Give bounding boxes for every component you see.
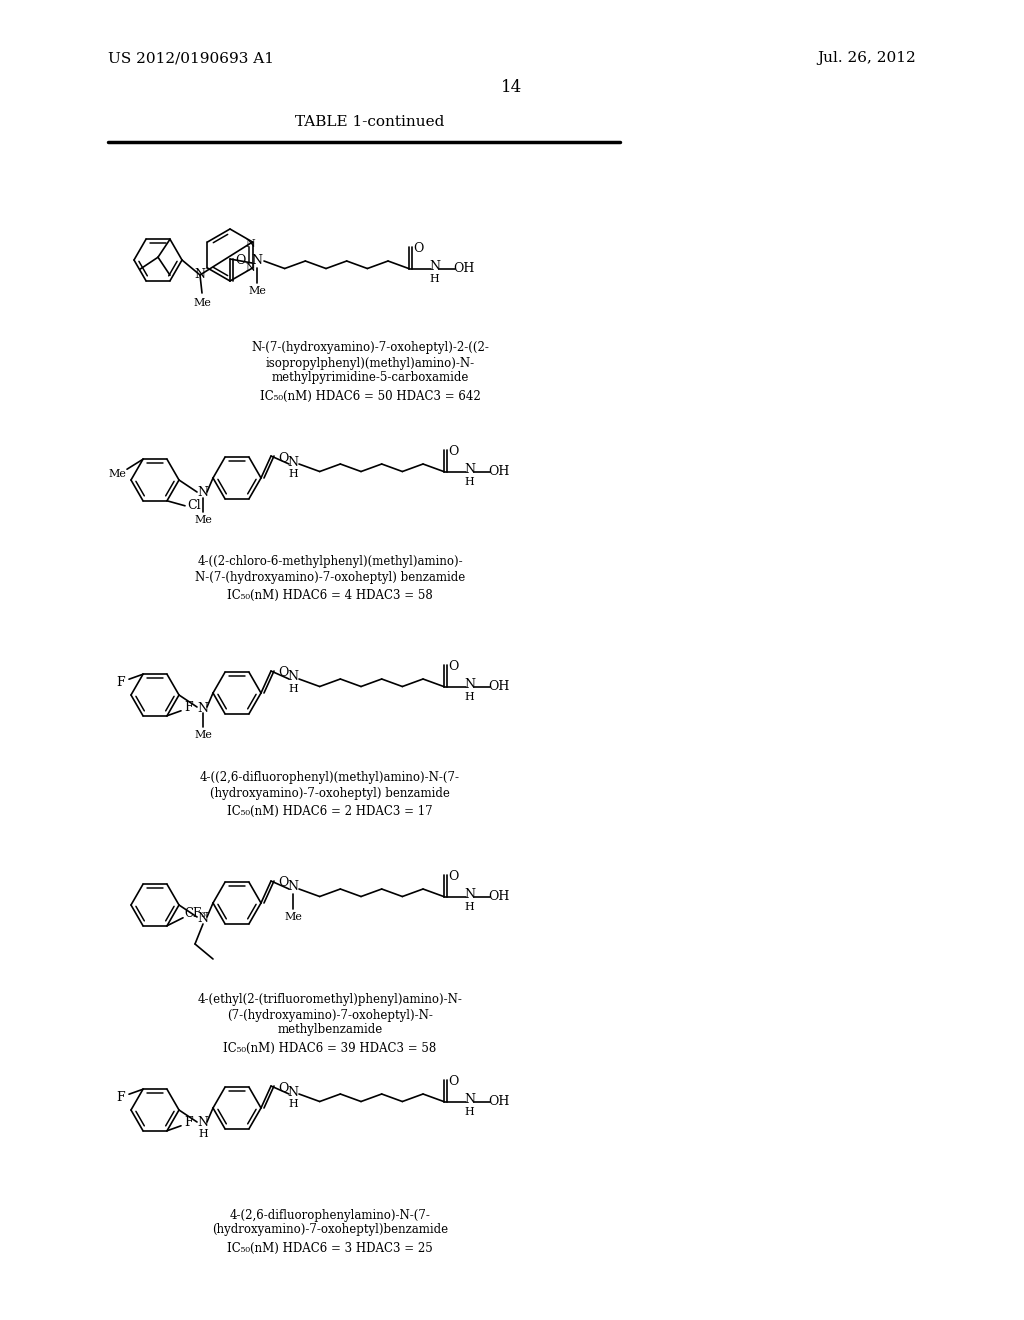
Text: O: O [449,660,459,673]
Text: N: N [252,255,262,268]
Text: O: O [234,255,245,268]
Text: Cl: Cl [187,499,201,512]
Text: N: N [198,1117,209,1130]
Text: (hydroxyamino)-7-oxoheptyl) benzamide: (hydroxyamino)-7-oxoheptyl) benzamide [210,787,450,800]
Text: N: N [198,701,209,714]
Text: 4-((2-chloro-6-methylphenyl)(methyl)amino)-: 4-((2-chloro-6-methylphenyl)(methyl)amin… [198,556,463,569]
Text: F: F [184,1117,194,1130]
Text: IC₅₀(nM) HDAC6 = 2 HDAC3 = 17: IC₅₀(nM) HDAC6 = 2 HDAC3 = 17 [227,804,433,817]
Text: OH: OH [488,1096,509,1107]
Text: N: N [198,487,209,499]
Text: Jul. 26, 2012: Jul. 26, 2012 [817,51,916,65]
Text: H: H [198,1129,208,1139]
Text: N: N [246,239,255,249]
Text: Me: Me [109,469,126,479]
Text: N: N [288,1085,299,1098]
Text: OH: OH [488,680,509,693]
Text: F: F [117,1090,125,1104]
Text: 4-((2,6-difluorophenyl)(methyl)amino)-N-(7-: 4-((2,6-difluorophenyl)(methyl)amino)-N-… [200,771,460,784]
Text: O: O [278,451,288,465]
Text: H: H [465,902,474,912]
Text: N-(7-(hydroxyamino)-7-oxoheptyl)-2-((2-: N-(7-(hydroxyamino)-7-oxoheptyl)-2-((2- [251,342,488,355]
Text: N: N [464,678,475,692]
Text: US 2012/0190693 A1: US 2012/0190693 A1 [108,51,274,65]
Text: N: N [198,912,209,924]
Text: IC₅₀(nM) HDAC6 = 4 HDAC3 = 58: IC₅₀(nM) HDAC6 = 4 HDAC3 = 58 [227,589,433,602]
Text: N: N [288,880,299,894]
Text: N: N [464,463,475,477]
Text: N: N [195,268,206,281]
Text: Me: Me [195,515,212,525]
Text: H: H [288,469,298,479]
Text: (hydroxyamino)-7-oxoheptyl)benzamide: (hydroxyamino)-7-oxoheptyl)benzamide [212,1224,449,1237]
Text: O: O [449,870,459,883]
Text: methylpyrimidine-5-carboxamide: methylpyrimidine-5-carboxamide [271,371,469,384]
Text: O: O [278,667,288,680]
Text: N: N [429,260,440,273]
Text: N: N [246,263,255,273]
Text: isopropylphenyl)(methyl)amino)-N-: isopropylphenyl)(methyl)amino)-N- [265,356,474,370]
Text: 14: 14 [502,79,522,96]
Text: H: H [288,684,298,694]
Text: N: N [464,888,475,902]
Text: methylbenzamide: methylbenzamide [278,1023,383,1036]
Text: TABLE 1-continued: TABLE 1-continued [295,115,444,129]
Text: N-(7-(hydroxyamino)-7-oxoheptyl) benzamide: N-(7-(hydroxyamino)-7-oxoheptyl) benzami… [195,570,465,583]
Text: Me: Me [194,298,211,308]
Text: Me: Me [248,286,266,296]
Text: IC₅₀(nM) HDAC6 = 3 HDAC3 = 25: IC₅₀(nM) HDAC6 = 3 HDAC3 = 25 [227,1242,433,1254]
Text: (7-(hydroxyamino)-7-oxoheptyl)-N-: (7-(hydroxyamino)-7-oxoheptyl)-N- [227,1008,433,1022]
Text: H: H [430,273,439,284]
Text: N: N [464,1093,475,1106]
Text: H: H [465,1106,474,1117]
Text: 4-(ethyl(2-(trifluoromethyl)phenyl)amino)-N-: 4-(ethyl(2-(trifluoromethyl)phenyl)amino… [198,994,463,1006]
Text: H: H [288,1100,298,1109]
Text: O: O [278,1081,288,1094]
Text: Me: Me [195,730,212,741]
Text: IC₅₀(nM) HDAC6 = 39 HDAC3 = 58: IC₅₀(nM) HDAC6 = 39 HDAC3 = 58 [223,1041,436,1055]
Text: OH: OH [453,263,474,275]
Text: Me: Me [284,912,302,921]
Text: F: F [117,676,125,689]
Text: O: O [414,242,424,255]
Text: OH: OH [488,465,509,478]
Text: N: N [288,455,299,469]
Text: CF₃: CF₃ [184,907,206,920]
Text: N: N [288,671,299,684]
Text: 4-(2,6-difluorophenylamino)-N-(7-: 4-(2,6-difluorophenylamino)-N-(7- [229,1209,430,1221]
Text: IC₅₀(nM) HDAC6 = 50 HDAC3 = 642: IC₅₀(nM) HDAC6 = 50 HDAC3 = 642 [260,389,480,403]
Text: O: O [449,1074,459,1088]
Text: H: H [465,477,474,487]
Text: OH: OH [488,890,509,903]
Text: O: O [278,876,288,890]
Text: F: F [184,701,194,714]
Text: O: O [449,445,459,458]
Text: H: H [465,692,474,701]
